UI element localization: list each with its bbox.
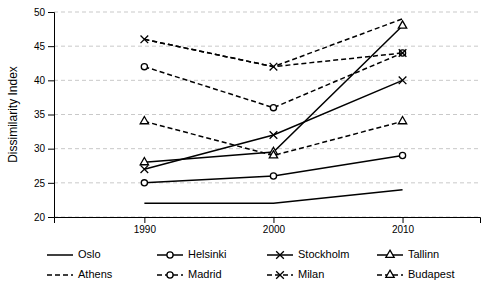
line [144,80,402,169]
tick-label: 40 [34,75,46,86]
y-axis: 20 25 30 35 40 45 50 [34,7,55,223]
marker [141,64,147,70]
tick-mark [48,80,54,81]
marker [398,117,406,124]
legend-label: Helsinki [188,248,227,260]
tick-label: 1990 [134,224,157,235]
tick-label: 20 [34,212,46,223]
legend-marker [386,250,394,257]
tick-label: 25 [34,178,46,189]
tick: 20 [34,212,54,223]
marker [269,151,277,158]
tick: 1990 [134,217,157,235]
legend-label: Budapest [408,268,454,280]
legend-label: Madrid [188,268,222,280]
legend-item: Madrid [157,268,222,280]
grid [54,12,480,217]
legend-label: Tallinn [408,248,439,260]
tick: 2010 [392,217,415,235]
legend-label: Oslo [78,248,101,260]
plot: 1990 2000 2010 20 25 30 35 40 45 50 [34,7,481,235]
legend-item: Stockholm [267,248,349,260]
marker [141,165,149,173]
line [144,190,402,204]
grid-line [54,12,480,13]
marker [399,152,405,158]
tick: 35 [34,109,54,120]
legend-label: Stockholm [298,248,349,260]
tick-label: 45 [34,41,46,52]
legend-label: Milan [298,268,324,280]
marker [398,21,406,28]
marker [270,173,276,179]
tick-mark [48,183,54,184]
tick-mark [403,217,404,223]
tick: 50 [34,7,54,18]
tick-mark [48,12,54,13]
tick-mark [144,217,145,223]
marker [140,117,148,124]
legend-item: Tallinn [377,248,439,260]
marker [399,77,407,85]
axis-title: Dissimilarity Index [6,66,20,163]
marker [399,49,407,57]
legend-swatch [47,274,73,276]
marker [270,63,278,71]
series-group [140,19,407,204]
legend-item: Oslo [47,248,101,260]
grid-line [54,114,480,115]
legend-item: Helsinki [157,248,227,260]
tick: 40 [34,75,54,86]
legend: Oslo Helsinki Stockholm Tallinn Athens Madrid… [47,248,454,280]
chart: 1990 2000 2010 20 25 30 35 40 45 50 Dissimilarity … [0,0,500,297]
tick-label: 30 [34,143,46,154]
line [144,19,402,67]
grid-line [54,46,480,47]
tick-label: 2010 [392,224,415,235]
legend-swatch [47,254,73,256]
axis-line [48,13,55,218]
legend-item: Milan [267,268,324,280]
tick-label: 35 [34,109,46,120]
legend-marker [276,251,284,259]
marker [140,158,148,165]
tick-mark [273,217,274,223]
line [144,39,402,66]
line [144,26,402,163]
tick-mark [48,115,54,116]
marker [270,105,276,111]
grid-line [54,80,480,81]
grid-line [54,148,480,149]
axis-line [55,218,481,224]
legend-label: Athens [78,268,113,280]
line [144,53,402,108]
legend-item: Athens [47,268,113,280]
marker [141,36,149,44]
tick-mark [48,217,54,218]
tick: 25 [34,178,54,189]
tick-label: 2000 [263,224,286,235]
marker [270,131,278,139]
tick: 30 [34,143,54,154]
x-axis: 1990 2000 2010 [55,217,481,235]
legend-item: Budapest [377,268,454,280]
tick-mark [48,46,54,47]
marker [141,180,147,186]
legend-marker [386,270,394,277]
tick: 2000 [263,217,286,235]
legend-marker [167,252,173,258]
tick: 45 [34,41,54,52]
tick-mark [48,149,54,150]
tick-label: 50 [34,7,46,18]
grid-line [54,182,480,183]
legend-marker [167,272,173,278]
legend-marker [276,271,284,279]
